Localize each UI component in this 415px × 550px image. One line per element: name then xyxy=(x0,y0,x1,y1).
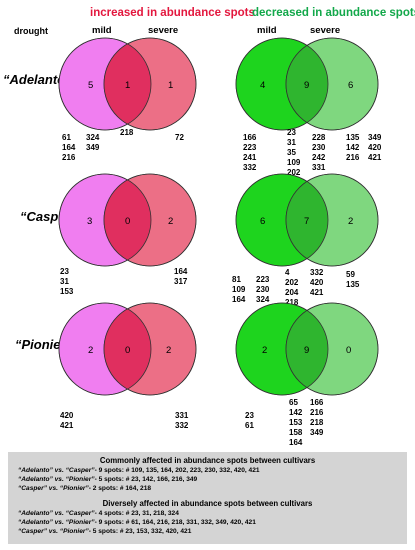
venn-adelanto-increased: 5 1 1 xyxy=(58,37,197,131)
count-mild-only: 6 xyxy=(260,216,265,227)
dec-severe-label: severe xyxy=(310,25,341,36)
diverse-line-1: “Adelanto” vs. “Casper”- 4 spots: # 23, … xyxy=(18,510,179,517)
drought-label: drought xyxy=(14,26,48,36)
count-overlap: 0 xyxy=(125,216,130,227)
casper-inc-severe-list: 164 317 xyxy=(174,267,188,286)
common-title: Commonly affected in abundance spots bet… xyxy=(99,456,316,465)
count-severe-only: 2 xyxy=(166,345,171,356)
overlap xyxy=(104,303,151,395)
pionier-inc-severe-list: 331 332 xyxy=(175,411,189,430)
venn-casper-increased: 3 0 2 xyxy=(58,173,197,267)
adelanto-inc-overlap-list: 218 xyxy=(120,128,134,137)
increased-header: increased in abundance spots xyxy=(90,7,255,19)
casper-dec-severe-list-a: 332 420 421 xyxy=(310,268,324,297)
casper-inc-mild-list: 23 31 153 xyxy=(60,267,74,296)
diverse-line-2: “Adelanto” vs. “Pionier”- 9 spots: # 61,… xyxy=(18,519,256,526)
count-overlap: 0 xyxy=(125,345,130,356)
cultivar-adelanto: “Adelanto” xyxy=(3,72,72,87)
count-severe-only: 0 xyxy=(346,345,351,356)
pionier-dec-severe-list: 166 216 218 349 xyxy=(310,398,324,437)
adelanto-inc-mild-list-b: 324 349 xyxy=(86,133,100,152)
overlap xyxy=(286,174,328,266)
casper-dec-overlap-list: 4 202 204 218 xyxy=(285,268,299,307)
overlap xyxy=(104,38,151,130)
overlap xyxy=(104,174,151,266)
overlap xyxy=(286,38,328,130)
adelanto-inc-severe-list: 72 xyxy=(175,133,184,142)
count-overlap: 9 xyxy=(304,345,309,356)
count-mild-only: 5 xyxy=(88,80,93,91)
common-line-3: “Casper” vs. “Pionier”- 2 spots: # 164, … xyxy=(18,485,152,492)
count-mild-only: 2 xyxy=(88,345,93,356)
count-overlap: 1 xyxy=(125,80,130,91)
count-overlap: 9 xyxy=(304,80,309,91)
diverse-title: Diversely affected in abundance spots be… xyxy=(102,499,313,508)
pionier-dec-overlap-list: 65 142 153 158 164 xyxy=(289,398,303,447)
count-severe-only: 6 xyxy=(348,80,353,91)
pionier-inc-mild-list: 420 421 xyxy=(60,411,74,430)
venn-pionier-increased: 2 0 2 xyxy=(58,302,197,396)
inc-mild-label: mild xyxy=(92,25,112,36)
adelanto-dec-overlap-list: 23 31 35 109 202 xyxy=(287,128,301,177)
count-overlap: 7 xyxy=(304,216,309,227)
casper-dec-mild-list-b: 223 230 324 xyxy=(256,275,270,304)
venn-adelanto-decreased: 4 9 6 xyxy=(235,37,379,131)
count-mild-only: 4 xyxy=(260,80,265,91)
count-severe-only: 2 xyxy=(348,216,353,227)
adelanto-dec-severe-list-c: 349 420 421 xyxy=(368,133,382,162)
adelanto-dec-mild-list: 166 223 241 332 xyxy=(243,133,257,172)
diverse-line-3: “Casper” vs. “Pionier”- 5 spots: # 23, 1… xyxy=(18,528,192,535)
dec-mild-label: mild xyxy=(257,25,277,36)
count-mild-only: 2 xyxy=(262,345,267,356)
overlap xyxy=(286,303,328,395)
count-mild-only: 3 xyxy=(87,216,92,227)
venn-casper-decreased: 6 7 2 xyxy=(235,173,379,267)
adelanto-inc-mild-list-a: 61 164 216 xyxy=(62,133,76,162)
venn-pionier-decreased: 2 9 0 xyxy=(235,302,379,396)
cultivar-pionier: “Pionier” xyxy=(15,337,73,352)
inc-severe-label: severe xyxy=(148,25,179,36)
summary-box: Commonly affected in abundance spots bet… xyxy=(8,452,407,544)
common-line-1: “Adelanto” vs. “Casper”- 9 spots: # 109,… xyxy=(18,467,260,474)
adelanto-dec-severe-list-a: 228 230 242 331 xyxy=(312,133,326,172)
adelanto-dec-severe-list-b: 135 142 216 xyxy=(346,133,360,162)
common-line-2: “Adelanto” vs. “Pionier”- 5 spots: # 23,… xyxy=(18,476,198,483)
count-severe-only: 2 xyxy=(168,216,173,227)
casper-dec-severe-list-b: 59 135 xyxy=(346,270,360,289)
decreased-header: decreased in abundance spots xyxy=(252,7,415,19)
count-severe-only: 1 xyxy=(168,80,173,91)
pionier-dec-mild-list: 23 61 xyxy=(245,411,254,430)
casper-dec-mild-list-a: 81 109 164 xyxy=(232,275,246,304)
